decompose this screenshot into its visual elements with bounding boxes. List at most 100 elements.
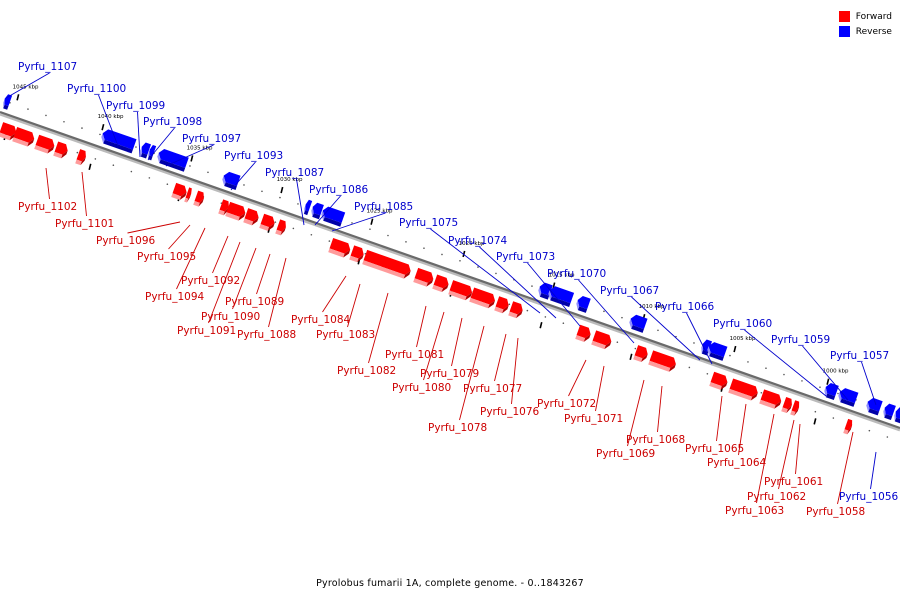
gene-box-pyrfu-1061[interactable] xyxy=(790,400,801,416)
gene-label-pyrfu-1066[interactable]: Pyrfu_1066 xyxy=(655,301,715,313)
gene-label-pyrfu-1097[interactable]: Pyrfu_1097 xyxy=(182,133,241,145)
gene-label-pyrfu-1072[interactable]: Pyrfu_1072 xyxy=(537,398,596,410)
gene-label-pyrfu-1086[interactable]: Pyrfu_1086 xyxy=(309,184,369,196)
gene-label-pyrfu-1084[interactable]: Pyrfu_1084 xyxy=(291,314,351,326)
gene-box-pyrfu-1090[interactable] xyxy=(243,208,260,226)
gene-label-pyrfu-1085[interactable]: Pyrfu_1085 xyxy=(354,201,413,213)
gene-box-pyrfu-1087[interactable] xyxy=(302,199,313,216)
gene-box-pyrfu-1102[interactable] xyxy=(34,134,56,155)
gene-box-pyrfu-1063[interactable] xyxy=(759,389,783,410)
leader-line xyxy=(232,247,257,310)
gene-box-pyrfu-1097[interactable] xyxy=(155,148,189,172)
gene-label-pyrfu-1098[interactable]: Pyrfu_1098 xyxy=(143,116,202,128)
gene-box-pyrfu-1072[interactable] xyxy=(575,324,592,343)
gene-box-pyrfu-1056[interactable] xyxy=(881,403,896,421)
gene-label-pyrfu-1073[interactable]: Pyrfu_1073 xyxy=(496,251,555,263)
gene-box-pyrfu-1091[interactable] xyxy=(225,201,247,222)
gene-label-pyrfu-1099[interactable]: Pyrfu_1099 xyxy=(106,100,165,112)
gene-label-pyrfu-1074[interactable]: Pyrfu_1074 xyxy=(448,235,508,247)
gene-box-pyrfu-1088[interactable] xyxy=(275,219,288,236)
gene-label-pyrfu-1065[interactable]: Pyrfu_1065 xyxy=(685,443,744,455)
gene-label-pyrfu-1107[interactable]: Pyrfu_1107 xyxy=(18,61,77,73)
scale-dot xyxy=(207,171,209,174)
gene-box-pyrfu-1102[interactable] xyxy=(0,122,18,141)
gene-label-pyrfu-1101[interactable]: Pyrfu_1101 xyxy=(55,218,114,230)
gene-box-pyrfu-1092[interactable] xyxy=(218,199,231,216)
gene-box-pyrfu-1077[interactable] xyxy=(494,296,510,314)
gene-label-pyrfu-1094[interactable]: Pyrfu_1094 xyxy=(145,291,205,303)
gene-label-pyrfu-1068[interactable]: Pyrfu_1068 xyxy=(626,434,685,446)
gene-box-pyrfu-1096[interactable] xyxy=(171,182,188,201)
gene-label-pyrfu-1100[interactable]: Pyrfu_1100 xyxy=(67,83,126,95)
gene-box-pyrfu-1089[interactable] xyxy=(259,213,276,232)
gene-label-pyrfu-1067[interactable]: Pyrfu_1067 xyxy=(600,285,659,297)
gene-box-pyrfu-1107[interactable] xyxy=(1,94,13,110)
gene-label-pyrfu-1064[interactable]: Pyrfu_1064 xyxy=(707,457,767,469)
gene-box-pyrfu-1080[interactable] xyxy=(432,274,450,294)
gene-label-pyrfu-1071[interactable]: Pyrfu_1071 xyxy=(564,413,623,425)
gene-label-pyrfu-1083[interactable]: Pyrfu_1083 xyxy=(316,329,375,341)
gene-box-pyrfu-1101[interactable] xyxy=(75,149,88,166)
gene-box-pyrfu-1099[interactable] xyxy=(138,142,152,159)
gene-box-pyrfu-1057[interactable] xyxy=(864,397,883,416)
gene-label-pyrfu-1093[interactable]: Pyrfu_1093 xyxy=(224,150,283,162)
gene-label-pyrfu-1077[interactable]: Pyrfu_1077 xyxy=(463,383,522,395)
gene-box-pyrfu-1062[interactable] xyxy=(781,397,794,414)
gene-box-pyrfu-1066[interactable] xyxy=(705,341,728,361)
gene-box-pyrfu-1078[interactable] xyxy=(469,287,497,310)
gene-box-pyrfu-1071[interactable] xyxy=(591,330,613,350)
gene-label-pyrfu-1063[interactable]: Pyrfu_1063 xyxy=(725,505,784,517)
leader-line xyxy=(657,385,663,433)
gene-box-pyrfu-1093[interactable] xyxy=(220,170,241,190)
gene-label-pyrfu-1092[interactable]: Pyrfu_1092 xyxy=(181,275,240,287)
gene-box-pyrfu-1069[interactable] xyxy=(633,345,649,363)
scale-dot xyxy=(886,436,889,438)
gene-label-pyrfu-1095[interactable]: Pyrfu_1095 xyxy=(137,251,196,263)
gene-box-pyrfu-1102[interactable] xyxy=(53,141,69,159)
gene-label-pyrfu-1088[interactable]: Pyrfu_1088 xyxy=(237,329,296,341)
gene-box-pyrfu-1068[interactable] xyxy=(648,350,678,373)
gene-box-pyrfu-1070[interactable] xyxy=(627,313,648,333)
gene-box-pyrfu-1084[interactable] xyxy=(328,237,352,259)
gene-label-pyrfu-1070[interactable]: Pyrfu_1070 xyxy=(547,268,606,280)
gene-label-pyrfu-1061[interactable]: Pyrfu_1061 xyxy=(764,476,823,488)
gene-label-pyrfu-1080[interactable]: Pyrfu_1080 xyxy=(392,382,451,394)
gene-box-pyrfu-1094[interactable] xyxy=(193,190,206,208)
gene-label-pyrfu-1081[interactable]: Pyrfu_1081 xyxy=(385,349,444,361)
gene-box-pyrfu-1082[interactable] xyxy=(362,249,412,280)
gene-label-pyrfu-1096[interactable]: Pyrfu_1096 xyxy=(96,235,156,247)
gene-box-pyrfu-1086[interactable] xyxy=(309,202,324,220)
gene-label-pyrfu-1079[interactable]: Pyrfu_1079 xyxy=(420,368,479,380)
gene-label-pyrfu-1076[interactable]: Pyrfu_1076 xyxy=(480,406,540,418)
gene-label-pyrfu-1102[interactable]: Pyrfu_1102 xyxy=(18,201,77,213)
gene-box-pyrfu-1060[interactable] xyxy=(822,382,839,400)
gene-label-pyrfu-1062[interactable]: Pyrfu_1062 xyxy=(747,491,806,503)
gene-box-pyrfu-1076[interactable] xyxy=(508,301,524,319)
gene-box-pyrfu-1100[interactable] xyxy=(99,128,137,154)
gene-box-pyrfu-1102[interactable] xyxy=(12,127,36,148)
gene-label-pyrfu-1087[interactable]: Pyrfu_1087 xyxy=(265,167,324,179)
gene-label-pyrfu-1060[interactable]: Pyrfu_1060 xyxy=(713,318,772,330)
gene-label-pyrfu-1057[interactable]: Pyrfu_1057 xyxy=(830,350,889,362)
gene-label-pyrfu-1089[interactable]: Pyrfu_1089 xyxy=(225,296,284,308)
gene-label-pyrfu-1078[interactable]: Pyrfu_1078 xyxy=(428,422,487,434)
gene-box-pyrfu-1064[interactable] xyxy=(728,378,759,401)
gene-box-pyrfu-1081[interactable] xyxy=(413,267,435,288)
gene-label-pyrfu-1075[interactable]: Pyrfu_1075 xyxy=(399,217,458,229)
gene-box-pyrfu-1083[interactable] xyxy=(349,245,365,263)
gene-box-pyrfu-1059[interactable] xyxy=(836,387,859,407)
gene-box-pyrfu-1075[interactable] xyxy=(536,281,553,300)
gene-label-pyrfu-1059[interactable]: Pyrfu_1059 xyxy=(771,334,830,346)
gene-label-pyrfu-1091[interactable]: Pyrfu_1091 xyxy=(177,325,236,337)
gene-box-pyrfu-1079[interactable] xyxy=(448,280,474,301)
gene-label-pyrfu-1058[interactable]: Pyrfu_1058 xyxy=(806,506,865,518)
leader-line xyxy=(511,337,519,405)
gene-label-pyrfu-1069[interactable]: Pyrfu_1069 xyxy=(596,448,655,460)
gene-box-pyrfu-1073[interactable] xyxy=(574,295,591,313)
gene-box-pyrfu-1058[interactable] xyxy=(843,418,854,435)
gene-label-pyrfu-1056[interactable]: Pyrfu_1056 xyxy=(839,491,899,503)
gene-box-pyrfu-1065[interactable] xyxy=(709,371,729,391)
gene-box-pyrfu-1095[interactable] xyxy=(184,187,193,203)
gene-label-pyrfu-1090[interactable]: Pyrfu_1090 xyxy=(201,311,260,323)
gene-label-pyrfu-1082[interactable]: Pyrfu_1082 xyxy=(337,365,396,377)
